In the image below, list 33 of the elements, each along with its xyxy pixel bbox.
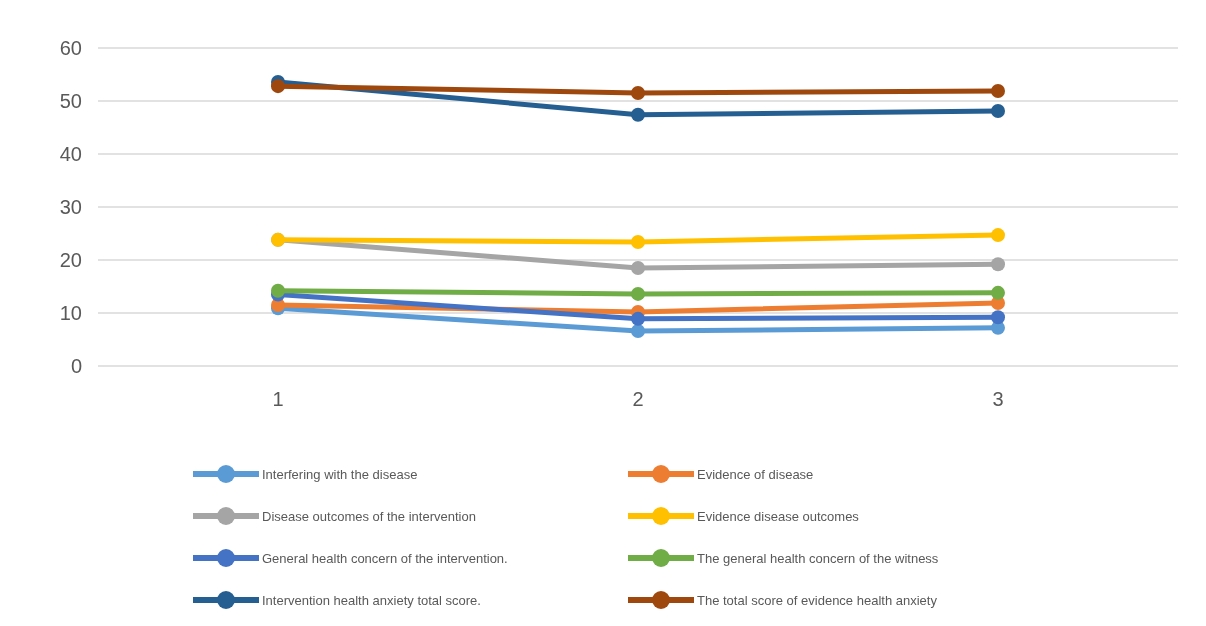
legend-label: Intervention health anxiety total score. [262,592,481,608]
point [631,324,645,339]
y-tick-label: 30 [59,196,82,218]
point [631,234,645,249]
y-tick-label: 50 [59,90,82,112]
legend-label: Interfering with the disease [262,466,418,482]
x-tick-label: 2 [632,388,644,410]
legend-label: Disease outcomes of the intervention [262,508,476,524]
legend-label: General health concern of the intervention. [262,550,508,566]
x-tick-label: 3 [992,388,1004,410]
y-tick-label: 40 [59,143,82,165]
point [271,283,285,298]
point [631,107,645,122]
point [631,86,645,101]
point [991,228,1005,243]
point [631,260,645,275]
y-tick-label: 60 [59,37,82,59]
point [271,79,285,94]
x-tick-label: 1 [272,388,284,410]
point [991,83,1005,98]
point [991,285,1005,300]
legend-label: Evidence disease outcomes [697,508,860,524]
point [991,310,1005,325]
point [991,104,1005,119]
legend-label: Evidence of disease [697,466,814,482]
y-tick-label: 0 [70,355,82,377]
legend-label: The total score of evidence health anxiety [697,592,938,608]
point [991,257,1005,272]
point [631,311,645,326]
y-tick-label: 10 [59,302,82,324]
legend-label: The general health concern of the witness [697,550,939,566]
y-tick-label: 20 [59,249,82,271]
point [631,286,645,301]
